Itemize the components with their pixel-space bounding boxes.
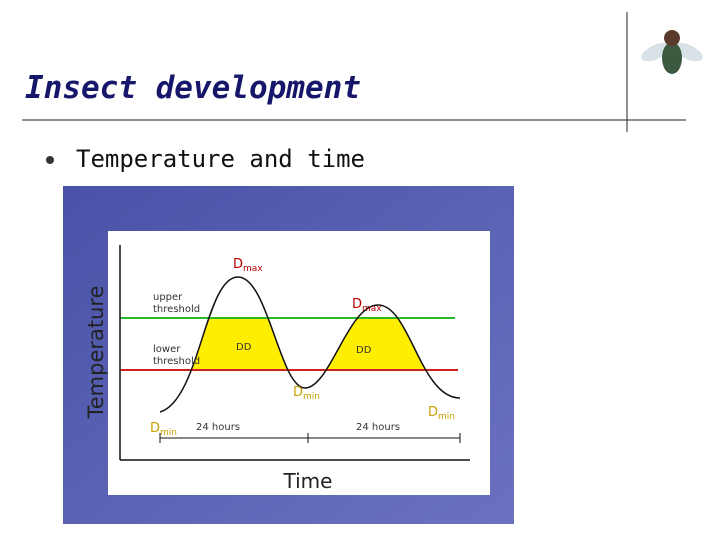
label-sub: min [160,428,177,438]
label-sub: min [438,412,455,422]
x-axis-label: Time [283,469,333,493]
bullet-dot [46,156,54,164]
label-main: D [293,385,303,400]
label-sub: max [362,304,382,314]
label-sub: min [303,392,320,402]
diagram-panel [108,231,490,495]
period-label: 24 hours [196,422,240,433]
y-axis-label: Temperature [84,285,108,419]
label-main: D [428,405,438,420]
temperature-curve [159,276,461,413]
period-label: 24 hours [356,422,400,433]
d-max-label: Dmax [352,297,382,314]
degree-day-label: DD [236,342,252,353]
label-main: D [150,421,160,436]
bullet-text: Temperature and time [76,145,365,173]
label-main: D [233,257,243,272]
upper-threshold-label: upper threshold [153,292,200,315]
d-max-label: Dmax [233,257,263,274]
label-main: D [352,297,362,312]
d-min-label: Dmin [428,405,455,422]
d-min-label: Dmin [293,385,320,402]
d-min-label: Dmin [150,421,177,438]
degree-day-label: DD [356,345,372,356]
period-bracket [159,433,461,443]
fly-icon [641,30,703,74]
lower-threshold-label: lower threshold [153,344,200,367]
degree-day-area [160,318,460,370]
label-sub: max [243,264,263,274]
slide-title: Insect development [25,70,361,106]
